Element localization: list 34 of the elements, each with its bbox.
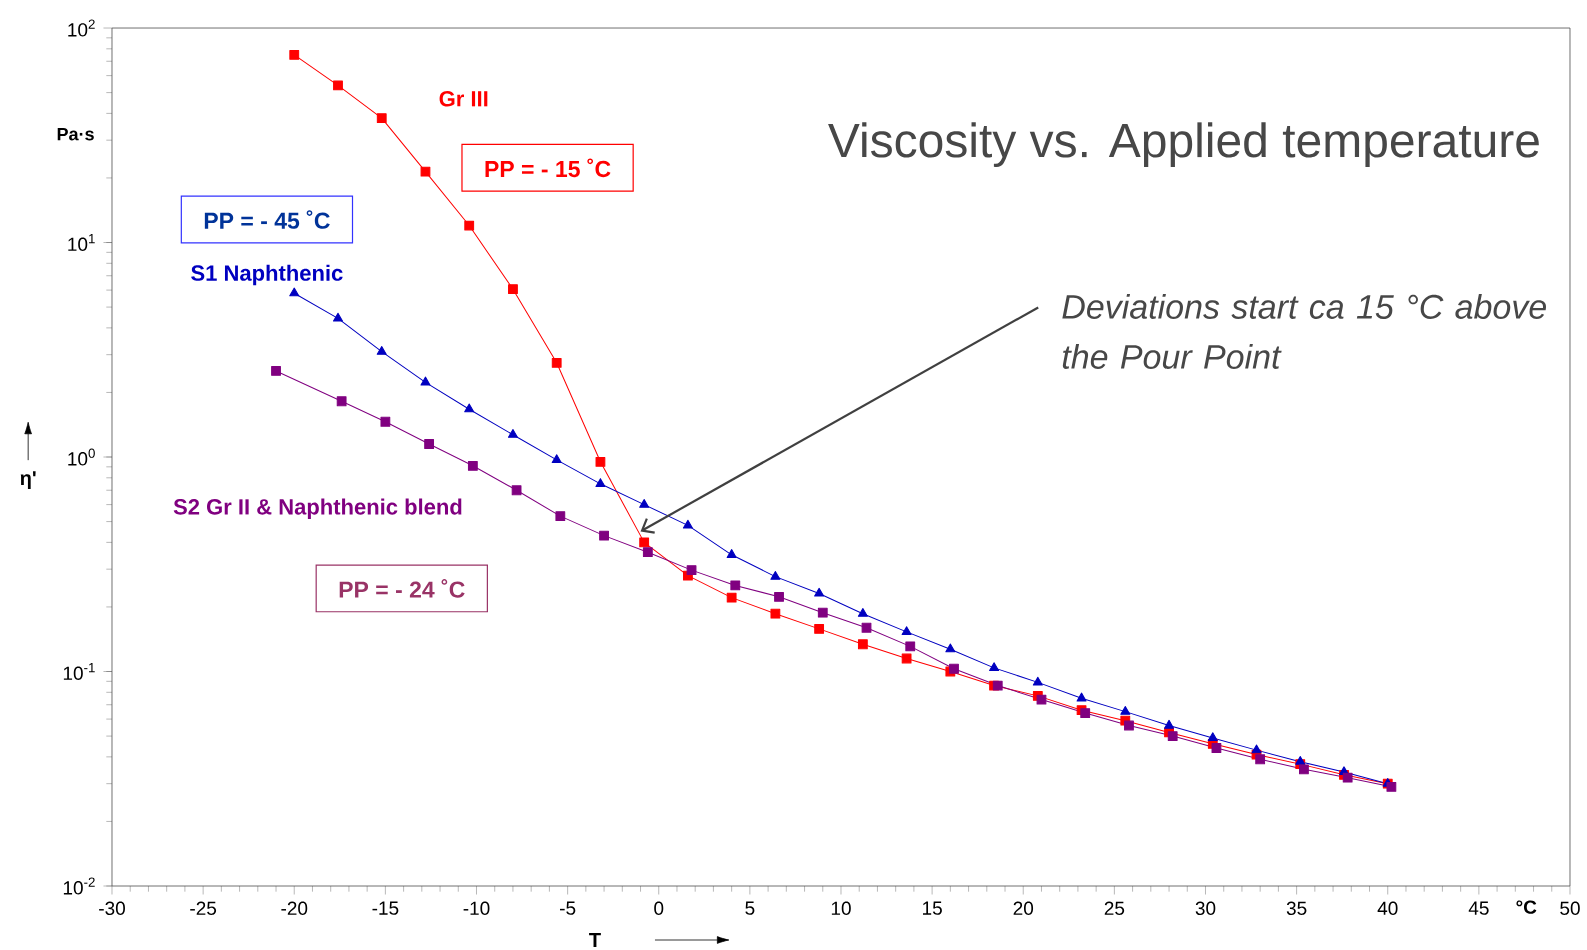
x-tick-label: -15 bbox=[372, 901, 399, 915]
x-tick-label: -30 bbox=[99, 901, 125, 916]
text: Pa·s bbox=[57, 127, 94, 141]
x-tick-label: 40 bbox=[1377, 901, 1398, 916]
annotation: PP = - 24 ˚C bbox=[339, 579, 465, 598]
x-tick-label: 15 bbox=[923, 901, 942, 915]
y-tick-label: 10$^{-1}$ bbox=[63, 663, 95, 680]
y-axis-title: η' bbox=[20, 471, 36, 490]
annotation: PP = - 15 ˚C bbox=[485, 158, 611, 178]
x-tick-label: 0 bbox=[654, 901, 664, 916]
text: °C bbox=[1516, 900, 1537, 914]
x-tick-label: -10 bbox=[463, 901, 490, 916]
x-tick-label: -25 bbox=[190, 901, 217, 916]
x-tick-label: -5 bbox=[560, 901, 576, 915]
annotation: Deviations start ca 15 °C above the Pour Point bbox=[1062, 293, 1547, 369]
x-tick-label: 20 bbox=[1013, 901, 1034, 916]
y-tick-label: 10$^{-2}$ bbox=[63, 877, 95, 895]
x-tick-label: 45 bbox=[1468, 901, 1489, 915]
series-label: S2 Gr II & Naphthenic blend bbox=[173, 498, 462, 519]
text: Viscosity vs. Applied temperature bbox=[828, 122, 1539, 168]
x-axis-title: T bbox=[589, 933, 601, 947]
x-tick-label: 10 bbox=[831, 901, 851, 916]
text: Gr III bbox=[439, 90, 488, 107]
x-tick-label: 35 bbox=[1286, 901, 1307, 916]
x-tick-label: -20 bbox=[281, 901, 308, 916]
y-tick-label: 10$^{1}$ bbox=[68, 234, 95, 252]
x-tick-label: 5 bbox=[745, 901, 755, 915]
series-label: S1 Naphthenic bbox=[191, 264, 343, 286]
x-tick-label: 50 bbox=[1560, 901, 1580, 916]
y-tick-label: 10$^{0}$ bbox=[68, 448, 95, 466]
y-tick-label: 10$^{2}$ bbox=[68, 19, 95, 37]
annotation: PP = - 45 ˚C bbox=[204, 210, 330, 229]
x-tick-label: 25 bbox=[1104, 901, 1125, 916]
x-tick-label: 30 bbox=[1195, 901, 1216, 916]
